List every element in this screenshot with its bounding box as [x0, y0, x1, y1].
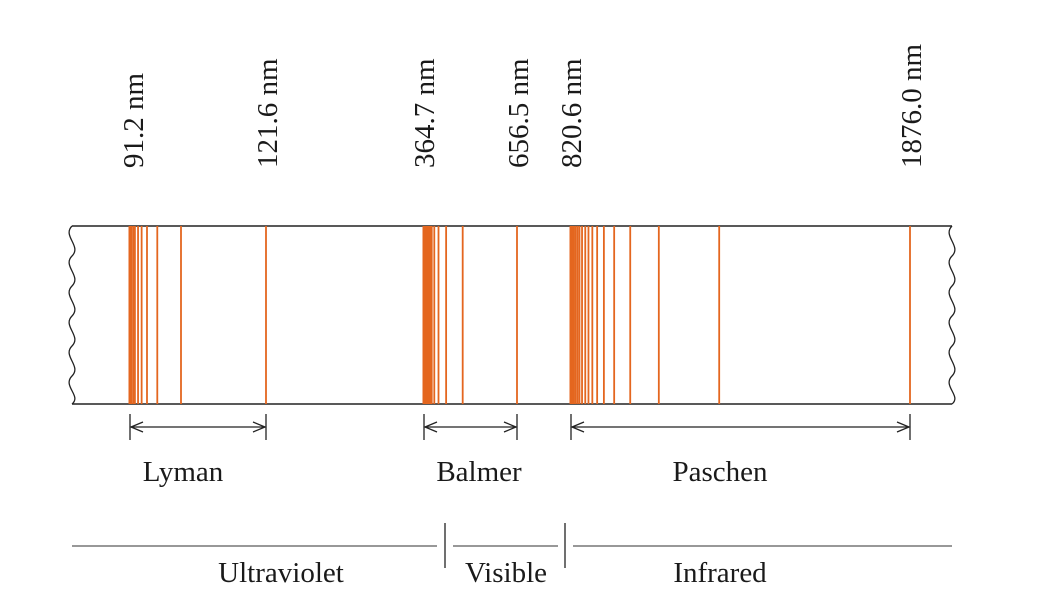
spectrum-strip — [68, 225, 956, 405]
wavelength-label-lyman-alpha: 121.6 nm — [252, 58, 284, 168]
wavelength-label-lyman-limit: 91.2 nm — [118, 73, 150, 169]
series-label-balmer: Balmer — [436, 456, 522, 488]
lyman-range-arrow — [129, 414, 267, 440]
wavelength-label-paschen-alpha: 1876.0 nm — [896, 44, 928, 169]
region-label-ultraviolet: Ultraviolet — [218, 557, 344, 589]
series-label-lyman: Lyman — [143, 456, 224, 488]
strip-left-break — [68, 225, 76, 405]
paschen-range-arrow — [570, 414, 911, 440]
balmer-range-arrow — [423, 414, 518, 440]
wavelength-label-balmer-limit: 364.7 nm — [409, 58, 441, 168]
region-boundary-marks — [444, 523, 566, 568]
region-label-visible: Visible — [465, 557, 547, 589]
strip-right-break — [948, 225, 956, 405]
series-label-paschen: Paschen — [672, 456, 768, 488]
wavelength-label-paschen-limit: 820.6 nm — [556, 58, 588, 168]
spectral-lines — [128, 226, 911, 404]
region-label-infrared: Infrared — [673, 557, 767, 589]
wavelength-label-balmer-alpha: 656.5 nm — [503, 58, 535, 168]
